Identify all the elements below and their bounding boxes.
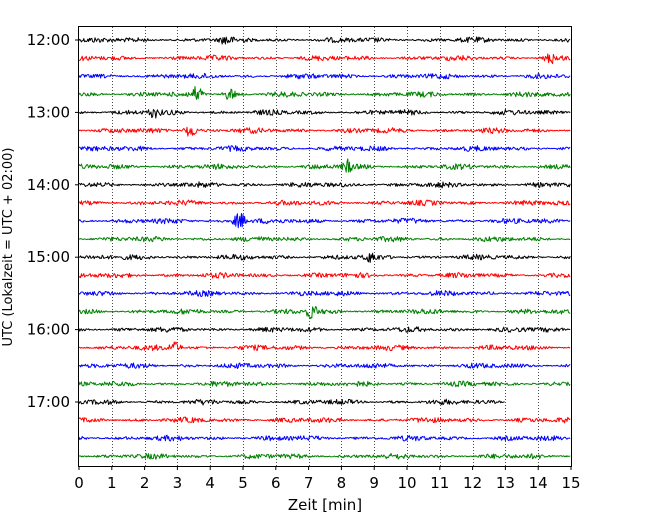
trace-1345 [78, 158, 571, 173]
y-axis-label: UTC (Lokalzeit = UTC + 02:00) [1, 148, 16, 347]
y-tick-label: 13:00 [27, 103, 70, 121]
trace-1415 [78, 199, 571, 207]
vertical-gridlines [112, 27, 539, 466]
y-axis-ticks: 12:00 13:00 14:00 15:00 16:00 17:00 [27, 31, 79, 411]
x-tick-label: 3 [173, 474, 183, 492]
trace-1715 [78, 416, 571, 424]
trace-1430 [78, 213, 571, 229]
trace-1545 [78, 305, 571, 320]
x-tick-label: 11 [430, 474, 449, 492]
trace-1245 [78, 86, 571, 100]
x-tick-label: 14 [529, 474, 548, 492]
x-tick-label: 9 [369, 474, 379, 492]
y-tick-label: 16:00 [27, 321, 70, 339]
x-axis-ticks: 0 1 2 3 4 5 6 7 8 9 10 11 12 13 14 15 [74, 466, 581, 492]
trace-1315 [78, 126, 571, 137]
x-tick-label: 1 [107, 474, 117, 492]
seismic-traces [78, 36, 571, 460]
x-tick-label: 5 [238, 474, 248, 492]
trace-1515 [78, 272, 571, 279]
trace-1745 [78, 452, 571, 460]
y-tick-label: 12:00 [27, 31, 70, 49]
x-tick-label: 0 [74, 474, 84, 492]
trace-1615 [79, 341, 571, 351]
x-tick-label: 8 [337, 474, 347, 492]
y-tick-label: 15:00 [27, 248, 70, 266]
trace-1300 [78, 109, 571, 119]
trace-1400 [78, 181, 571, 189]
trace-1645 [78, 380, 571, 388]
trace-1330 [78, 145, 571, 152]
trace-1730 [78, 434, 571, 442]
trace-1530 [78, 290, 571, 297]
trace-1500 [78, 252, 571, 263]
x-axis-label: Zeit [min] [288, 496, 362, 514]
x-tick-label: 10 [397, 474, 416, 492]
x-tick-label: 15 [561, 474, 580, 492]
trace-1230 [78, 72, 571, 80]
trace-1600 [78, 326, 571, 333]
x-tick-label: 2 [140, 474, 150, 492]
trace-1630 [78, 362, 571, 369]
x-tick-label: 12 [463, 474, 482, 492]
trace-1700 [78, 398, 505, 406]
y-tick-label: 17:00 [27, 393, 70, 411]
trace-1215 [79, 53, 571, 65]
trace-1200 [78, 36, 571, 45]
x-tick-label: 4 [205, 474, 215, 492]
x-tick-label: 6 [271, 474, 281, 492]
x-tick-label: 7 [304, 474, 314, 492]
y-tick-label: 14:00 [27, 176, 70, 194]
trace-1445 [78, 235, 571, 243]
plot-frame [78, 26, 572, 467]
x-tick-label: 13 [496, 474, 515, 492]
